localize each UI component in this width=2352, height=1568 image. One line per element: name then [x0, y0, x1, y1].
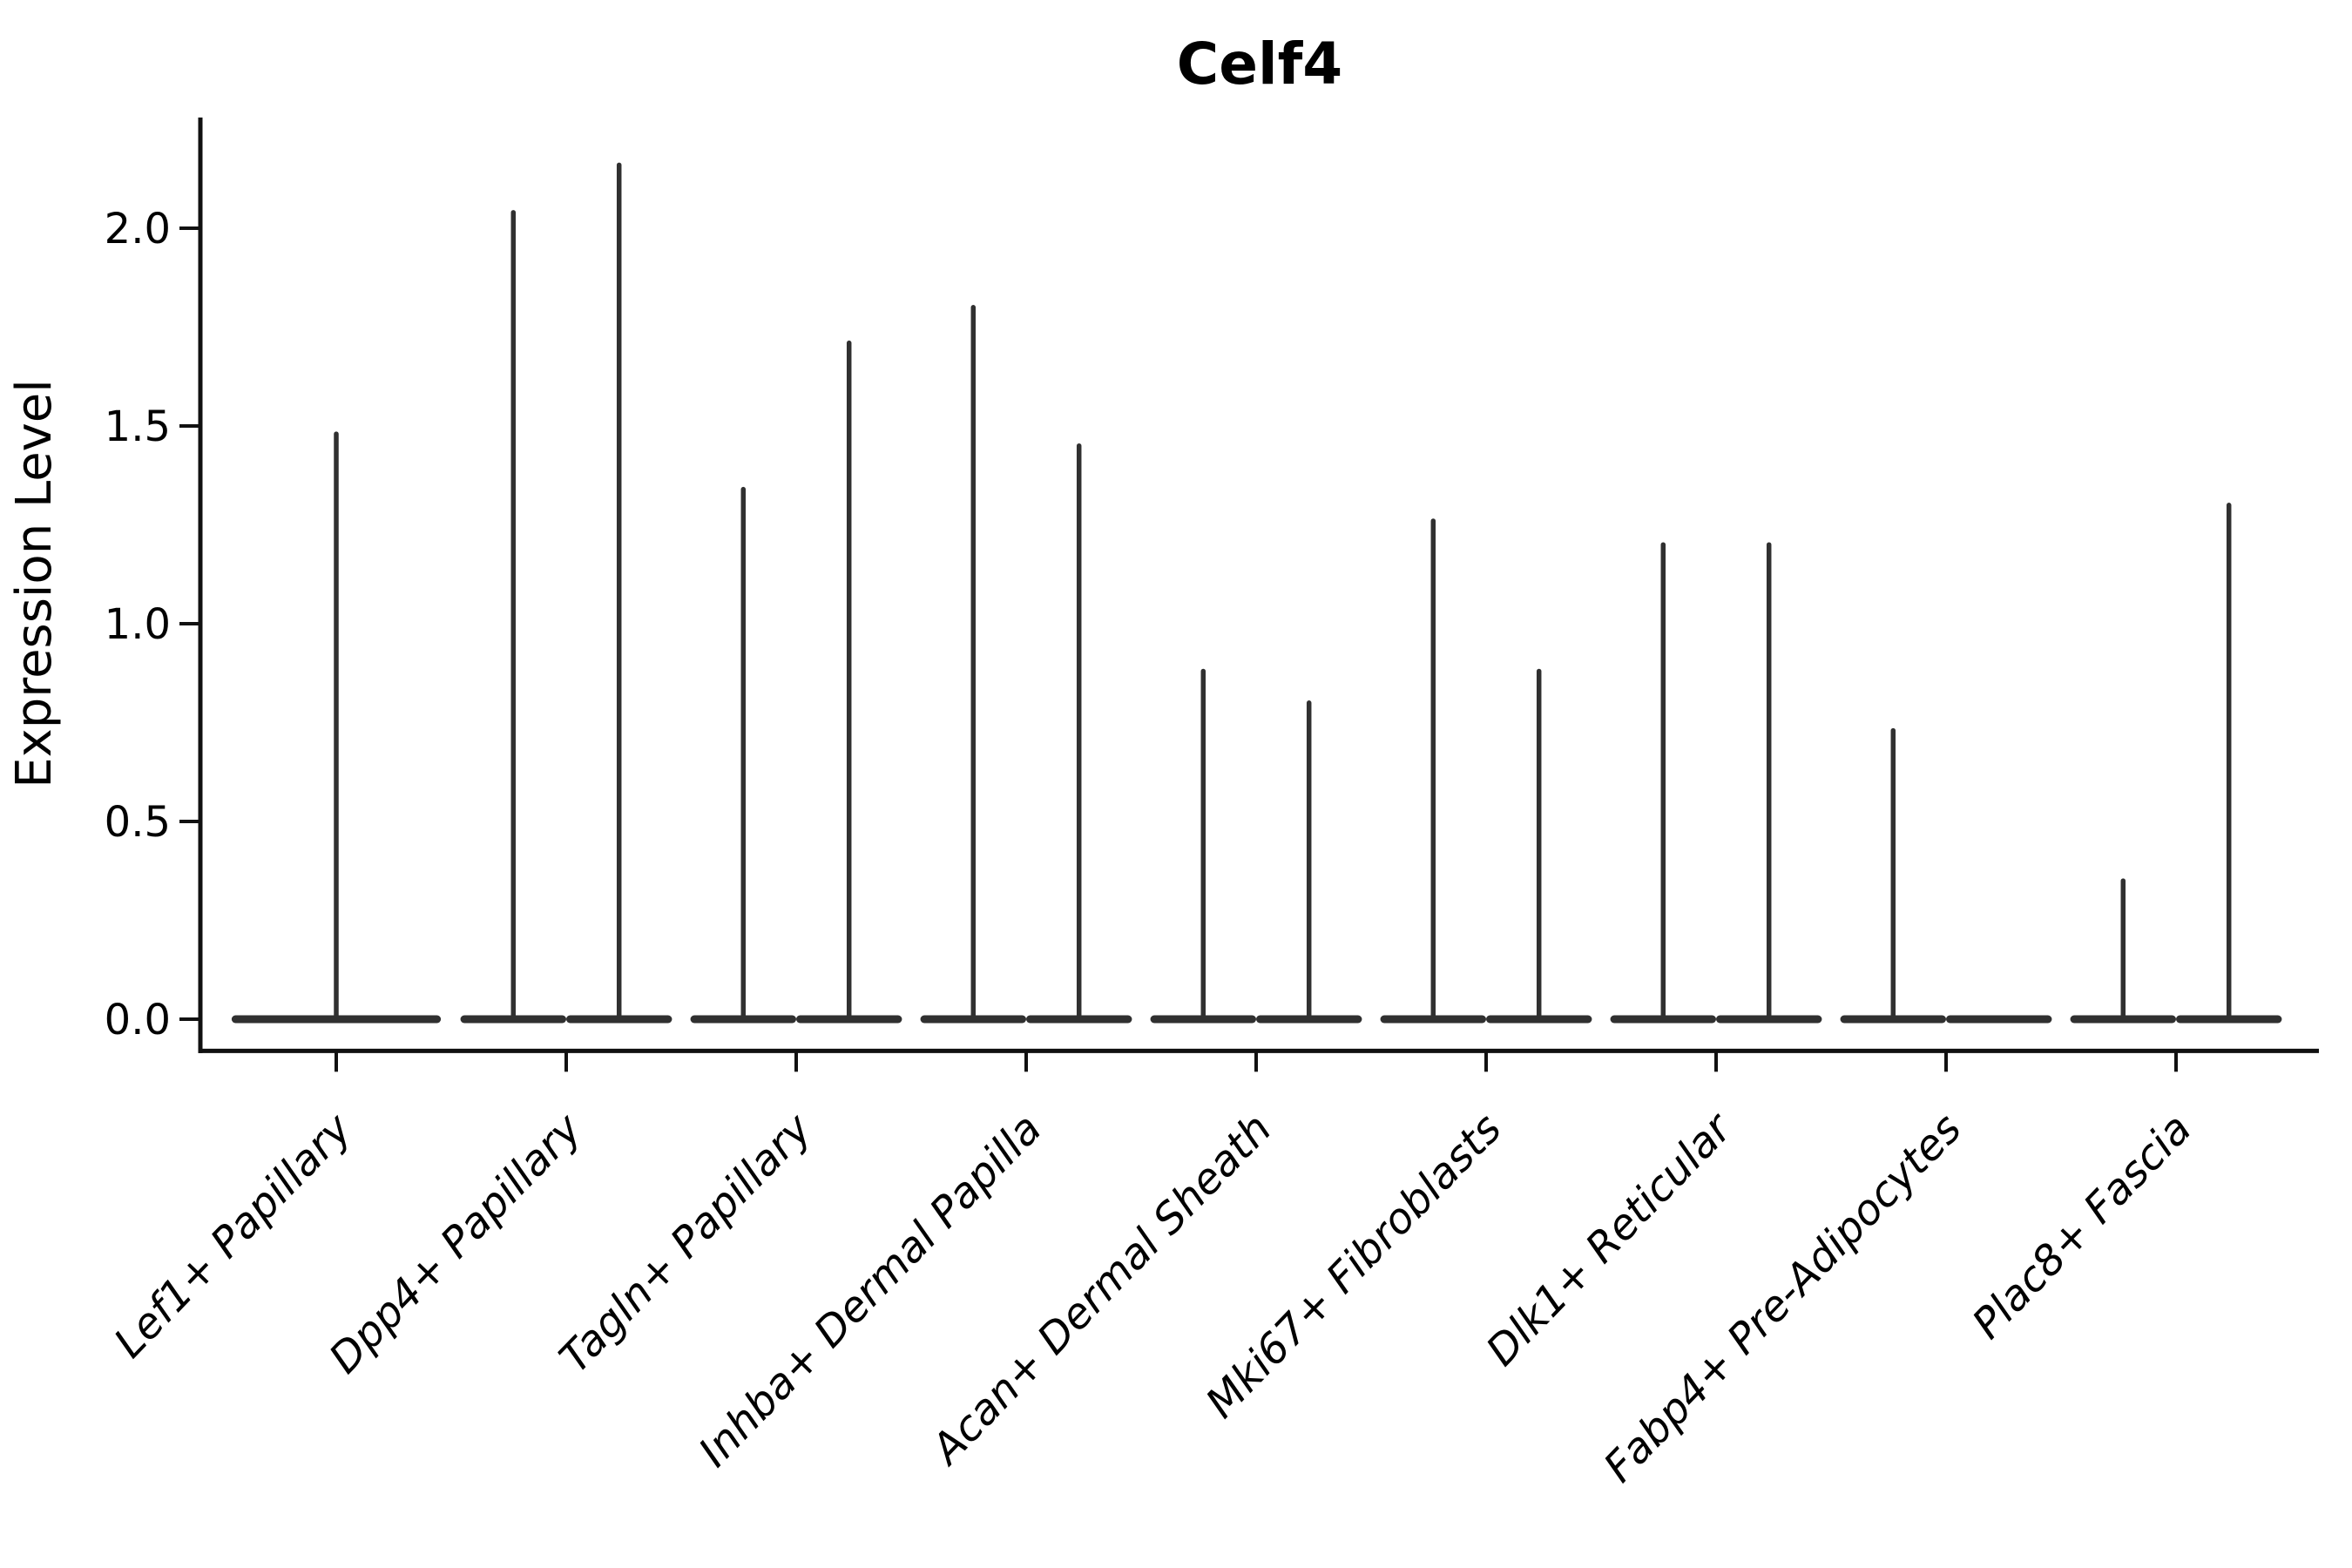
x-tick-label: Tagln+ Papillary	[551, 1104, 821, 1382]
violin	[2070, 878, 2176, 1024]
y-tick-label: 1.5	[105, 402, 171, 451]
violin	[566, 162, 672, 1024]
violin-base	[1946, 1015, 2052, 1024]
y-tick-label: 0.0	[105, 996, 171, 1044]
y-tick-label: 0.5	[105, 798, 171, 847]
y-tick-label: 2.0	[105, 205, 171, 253]
violin	[1840, 727, 1946, 1024]
violin	[1150, 668, 1256, 1024]
violin	[231, 431, 442, 1024]
violin	[460, 210, 566, 1024]
violin	[1946, 1015, 2052, 1024]
y-tick-label: 1.0	[105, 600, 171, 649]
violin	[1610, 542, 1716, 1024]
chart-title: Celf4	[1177, 30, 1342, 98]
violins-group	[231, 162, 2282, 1024]
violin	[690, 486, 796, 1024]
x-tick-label: Plac8+ Fascia	[1963, 1105, 2200, 1348]
violin	[1716, 542, 1822, 1024]
y-axis-label: Expression Level	[6, 379, 63, 788]
violin	[1380, 518, 1486, 1024]
violin	[1256, 700, 1362, 1024]
x-tick-label: Lef1+ Papillary	[105, 1104, 362, 1367]
axes-spines	[198, 117, 2319, 1053]
y-axis-ticks: 0.0 0.5 1.0 1.5 2.0	[105, 205, 200, 1044]
x-tick-label: Dpp4+ Papillary	[320, 1104, 591, 1382]
violin	[796, 340, 902, 1024]
violin	[1026, 443, 1132, 1024]
violin	[920, 305, 1026, 1024]
x-tick-label: Dlk1+ Reticular	[1477, 1102, 1742, 1375]
violin	[1486, 668, 1592, 1024]
violin	[2176, 503, 2282, 1024]
